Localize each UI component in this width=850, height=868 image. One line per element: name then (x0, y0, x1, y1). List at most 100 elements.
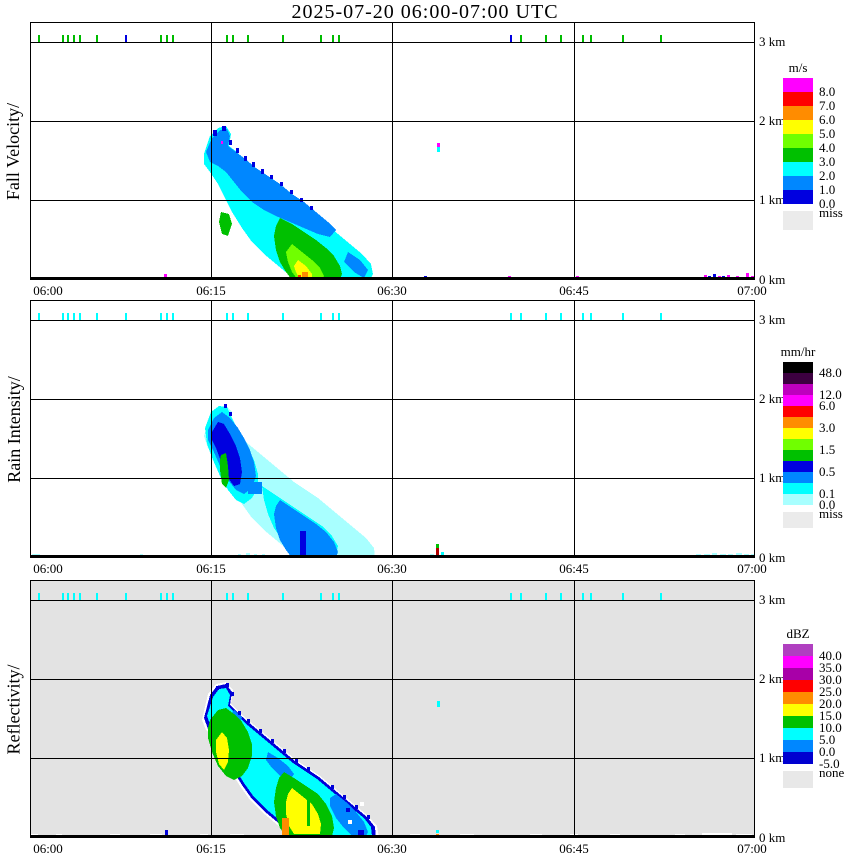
time-tick-label: 06:30 (377, 561, 407, 576)
echo-speck (298, 275, 301, 278)
echo-speck (216, 686, 219, 690)
time-tick-label: 06:00 (33, 561, 63, 576)
top-echo-tick (510, 35, 512, 42)
legend-color-box (783, 395, 813, 406)
x-axis-line (30, 277, 755, 280)
echo-speck (436, 830, 439, 833)
legend-missing-label: none (819, 765, 845, 780)
legend-tick-label: 1.5 (819, 442, 836, 457)
top-echo-tick (247, 35, 249, 42)
bottom-echo-mark (746, 273, 749, 280)
legend-missing-box (783, 211, 813, 230)
x-axis-line (30, 555, 755, 558)
top-echo-tick (520, 313, 522, 320)
echo-speck (238, 711, 241, 715)
top-echo-tick (62, 593, 64, 600)
legend-color-box (783, 668, 813, 680)
echo-speck (244, 156, 247, 161)
echo-speck (213, 130, 217, 136)
top-echo-tick (96, 35, 98, 42)
top-echo-tick (560, 313, 562, 320)
echo-yellow-upper-core (216, 732, 229, 770)
top-echo-tick (510, 593, 512, 600)
echo-speck (271, 739, 274, 743)
height-tick-label: 3 km (759, 312, 786, 327)
panel1-time-axis: 06:00 06:15 06:30 06:45 07:00 (30, 283, 770, 299)
legend-color-box (783, 704, 813, 716)
legend-color-box (783, 644, 813, 656)
echo-speck (259, 729, 262, 733)
panel-label-fall-velocity: Fall Velocity/ (3, 102, 24, 200)
legend-tick-label: 48.0 (819, 365, 842, 380)
echo-speck (300, 531, 306, 558)
time-tick-label: 06:45 (559, 283, 589, 298)
height-tick-label: 3 km (759, 34, 786, 49)
top-echo-tick (282, 313, 284, 320)
top-echo-tick (172, 313, 174, 320)
legend-tick-label: 40.0 (819, 648, 842, 663)
time-tick-label: 06:15 (196, 561, 226, 576)
top-echo-tick (660, 313, 662, 320)
top-echo-tick (226, 593, 228, 600)
reflectivity-svg (30, 580, 755, 838)
legend-color-box (783, 92, 813, 106)
legend-color-box (783, 373, 813, 384)
height-tick-label: 2 km (759, 391, 786, 406)
panel2-height-axis: 3 km 2 km 1 km 0 km (759, 300, 819, 565)
panel1-height-axis: 3 km 2 km 1 km 0 km (759, 22, 819, 287)
height-tick-label: 1 km (759, 470, 786, 485)
top-echo-tick (232, 593, 234, 600)
legend-color-box (783, 106, 813, 120)
height-tick-label: 2 km (759, 671, 786, 686)
panel-fall-velocity-plot (30, 22, 755, 280)
echo-blue-patch (344, 252, 368, 278)
height-tick-label: 0 km (759, 550, 786, 565)
time-tick-label: 07:00 (737, 841, 767, 856)
legend-tick-label: 0.0 (819, 497, 836, 512)
vertical-gridline (211, 580, 212, 838)
vertical-gridline (574, 22, 575, 280)
top-echo-tick (232, 35, 234, 42)
echo-speck (283, 749, 286, 753)
legend-tick-label: 12.0 (819, 387, 842, 402)
legend-tick-label: 0.0 (819, 196, 836, 211)
height-tick-label: 3 km (759, 592, 786, 607)
echo-speck (360, 802, 364, 806)
top-echo-tick (247, 593, 249, 600)
echo-chartreuse-core (286, 244, 324, 280)
legend-color-box (783, 362, 813, 373)
echo-speck (346, 808, 350, 812)
panel2-time-axis: 06:00 06:15 06:30 06:45 07:00 (30, 561, 770, 577)
legend-tick-label: 0.0 (819, 744, 836, 759)
top-echo-tick (172, 593, 174, 600)
top-echo-tick (38, 313, 40, 320)
legend-missing-label: miss (819, 506, 843, 521)
time-tick-label: 06:15 (196, 841, 226, 856)
height-tick-label: 0 km (759, 830, 786, 845)
echo-speck (248, 482, 262, 494)
vertical-gridline (574, 300, 575, 558)
panel-rain-intensity-plot (30, 300, 755, 558)
echo-speck (307, 767, 310, 771)
legend-tick-label: 8.0 (819, 84, 836, 99)
time-tick-label: 06:30 (377, 841, 407, 856)
panel-label-reflectivity: Reflectivity/ (3, 664, 24, 754)
legend-tick-label: 25.0 (819, 684, 842, 699)
top-echo-tick (545, 593, 547, 600)
top-echo-tick (125, 593, 127, 600)
legend-tick-label: 5.0 (819, 126, 836, 141)
top-echo-tick (582, 35, 584, 42)
echo-speck (436, 544, 439, 548)
legend-tick-label: 6.0 (819, 398, 836, 413)
height-tick-label: 2 km (759, 113, 786, 128)
top-echo-tick (62, 35, 64, 42)
legend-unit-label: mm/hr (780, 344, 816, 359)
echo-yellow-lower-core (286, 788, 321, 834)
top-echo-tick (332, 313, 334, 320)
top-echo-tick (338, 593, 340, 600)
vertical-gridline (211, 300, 212, 558)
legend-color-box (783, 148, 813, 162)
top-echo-tick (622, 35, 624, 42)
top-echo-tick (338, 313, 340, 320)
top-echo-tick (172, 35, 174, 42)
